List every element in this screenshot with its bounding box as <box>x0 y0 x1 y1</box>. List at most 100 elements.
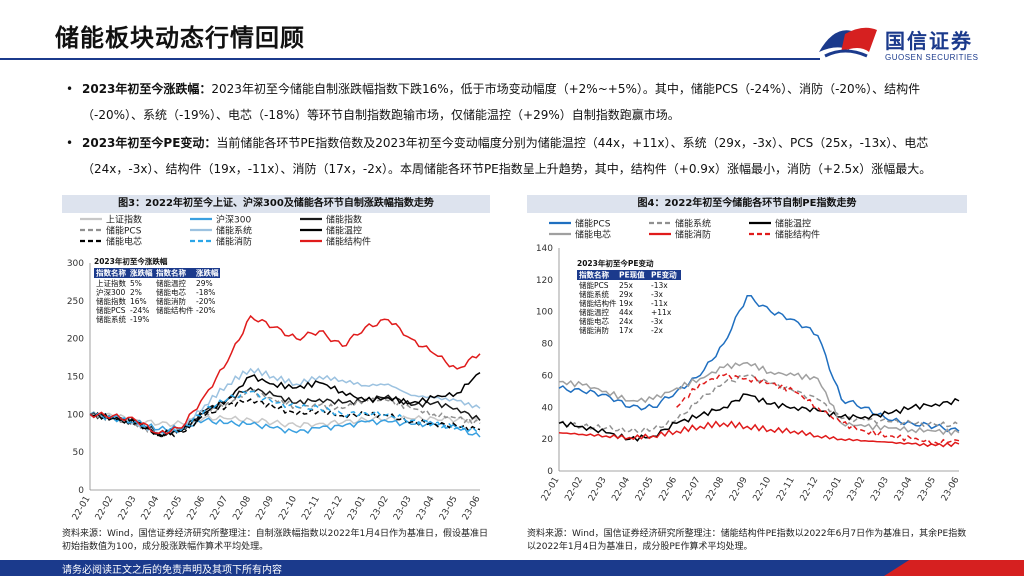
inset-cell: -24% <box>130 306 149 315</box>
inset-cell: 储能PCS <box>96 305 126 315</box>
y-tick-label: 80 <box>542 340 554 350</box>
brand-logo: 国信证券 GUOSEN SECURITIES <box>815 22 1015 70</box>
legend-label: 储能系统 <box>216 225 252 237</box>
chart2-source: 资料来源：Wind，国信证券经济研究所整理注：储能结构件PE指数以2022年6月… <box>527 529 967 552</box>
footer-bar: 请务必阅读正文之后的免责声明及其项下所有内容 <box>0 560 1024 576</box>
x-tick-label: 22-01 <box>540 476 562 504</box>
x-tick-label: 22-02 <box>563 476 585 504</box>
inset-cell: 储能电芯 <box>579 316 609 326</box>
legend-label: 储能消防 <box>216 236 252 248</box>
y-tick-label: 200 <box>67 335 84 345</box>
inset-cell: 44x <box>619 308 634 317</box>
series-line <box>676 372 960 446</box>
y-tick-label: 100 <box>67 410 84 420</box>
x-tick-label: 22-08 <box>231 494 253 522</box>
legend-label: 储能结构件 <box>326 236 371 248</box>
footer-accent <box>884 560 1024 576</box>
x-tick-label: 22-09 <box>254 494 276 522</box>
logo-text: 国信证券 <box>885 29 973 53</box>
logo-subtext: GUOSEN SECURITIES <box>885 53 979 62</box>
bullet-lead: 2023年初至今PE变动： <box>82 136 217 150</box>
inset-cell: 储能指数 <box>96 296 126 306</box>
title-divider <box>0 58 820 60</box>
chart1-title: 图3：2022年初至今上证、沪深300及储能各环节自制涨跌幅指数走势 <box>62 195 490 213</box>
page-title: 储能板块动态行情回顾 <box>55 24 305 52</box>
x-tick-label: 22-03 <box>587 476 609 504</box>
y-tick-label: 20 <box>542 435 554 445</box>
inset-header-cell: 指数名称 <box>579 270 609 280</box>
series-line <box>89 410 481 429</box>
x-tick-label: 22-04 <box>610 475 632 503</box>
y-tick-label: 100 <box>536 308 553 318</box>
inset-header-cell: 涨跌幅 <box>196 268 219 278</box>
inset-title: 2023年初至今涨跌幅 <box>94 256 168 266</box>
x-tick-label: 22-07 <box>681 476 703 504</box>
x-tick-label: 22-05 <box>163 495 185 523</box>
series-line <box>558 393 960 442</box>
y-tick-label: 60 <box>542 371 554 381</box>
legend-label: 储能PCS <box>106 225 142 237</box>
inset-cell: 上证指数 <box>96 278 126 288</box>
chart2-title: 图4：2022年初至今储能各环节自制PE指数走势 <box>527 195 967 213</box>
inset-header-cell: PE变动 <box>651 270 677 280</box>
x-tick-label: 22-10 <box>277 494 299 522</box>
legend-label: 上证指数 <box>106 214 142 226</box>
inset-cell: 储能结构件 <box>579 298 617 308</box>
inset-header-bg <box>94 268 220 278</box>
x-tick-label: 22-09 <box>728 475 750 503</box>
inset-cell: -3x <box>651 290 663 299</box>
inset-cell: 储能PCS <box>579 280 609 290</box>
inset-cell: -19% <box>130 315 149 324</box>
header: 储能板块动态行情回顾 国信证券 GUOSEN SECURITIES <box>0 0 1024 70</box>
inset-header-cell: 指数名称 <box>156 268 186 278</box>
legend-label: 储能温控 <box>326 225 362 237</box>
inset-cell: 29% <box>196 279 213 288</box>
series-line <box>558 295 960 433</box>
inset-cell: 24x <box>619 317 634 326</box>
x-tick-label: 23-02 <box>846 476 868 504</box>
x-tick-label: 23-01 <box>822 476 844 504</box>
x-tick-label: 22-12 <box>323 495 345 523</box>
inset-cell: 储能系统 <box>96 314 126 324</box>
inset-cell: 储能电芯 <box>156 287 186 297</box>
legend-label: 储能系统 <box>675 218 711 230</box>
bullet-ytd-change: 2023年初至今涨跌幅：2023年初至今储能自制涨跌幅指数下跌16%，低于市场变… <box>66 76 970 128</box>
inset-cell: 沪深300 <box>96 287 126 297</box>
inset-title: 2023年初至今PE变动 <box>577 258 654 268</box>
bullet-pe-change: 2023年初至今PE变动：当前储能各环节PE指数倍数及2023年初至今变动幅度分… <box>66 130 970 182</box>
inset-cell: 储能系统 <box>579 289 609 299</box>
x-tick-label: 22-01 <box>71 495 93 523</box>
inset-cell: 25x <box>619 281 634 290</box>
inset-header-cell: 涨跌幅 <box>130 268 153 278</box>
inset-cell: 储能消防 <box>579 325 609 335</box>
inset-cell: 储能消防 <box>156 296 186 306</box>
legend-label: 储能电芯 <box>575 229 611 241</box>
y-tick-label: 140 <box>536 244 553 254</box>
legend-label: 储能PCS <box>575 218 611 230</box>
y-tick-label: 150 <box>67 373 84 383</box>
x-tick-label: 22-11 <box>775 476 797 504</box>
footer-disclaimer: 请务必阅读正文之后的免责声明及其项下所有内容 <box>62 565 282 576</box>
x-tick-label: 23-05 <box>438 495 460 523</box>
inset-cell: -18% <box>196 288 215 297</box>
inset-cell: -20% <box>196 297 215 306</box>
logo-mark-icon <box>819 27 877 58</box>
x-tick-label: 22-07 <box>209 495 231 523</box>
legend-label: 储能电芯 <box>106 236 142 248</box>
series-line <box>89 314 481 435</box>
inset-cell: 5% <box>130 279 142 288</box>
y-tick-label: 0 <box>547 467 553 477</box>
x-tick-label: 23-04 <box>893 475 915 503</box>
inset-cell: +11x <box>651 308 672 317</box>
bullet-lead: 2023年初至今涨跌幅： <box>82 82 212 96</box>
inset-cell: 储能温控 <box>156 278 186 288</box>
y-tick-label: 40 <box>542 403 554 413</box>
x-tick-label: 23-03 <box>869 476 891 504</box>
x-tick-label: 23-06 <box>461 494 483 522</box>
x-tick-label: 23-04 <box>415 494 437 522</box>
x-tick-label: 23-06 <box>940 475 962 503</box>
inset-cell: 储能温控 <box>579 307 609 317</box>
legend-label: 储能消防 <box>675 229 711 241</box>
y-tick-label: 120 <box>536 276 553 286</box>
